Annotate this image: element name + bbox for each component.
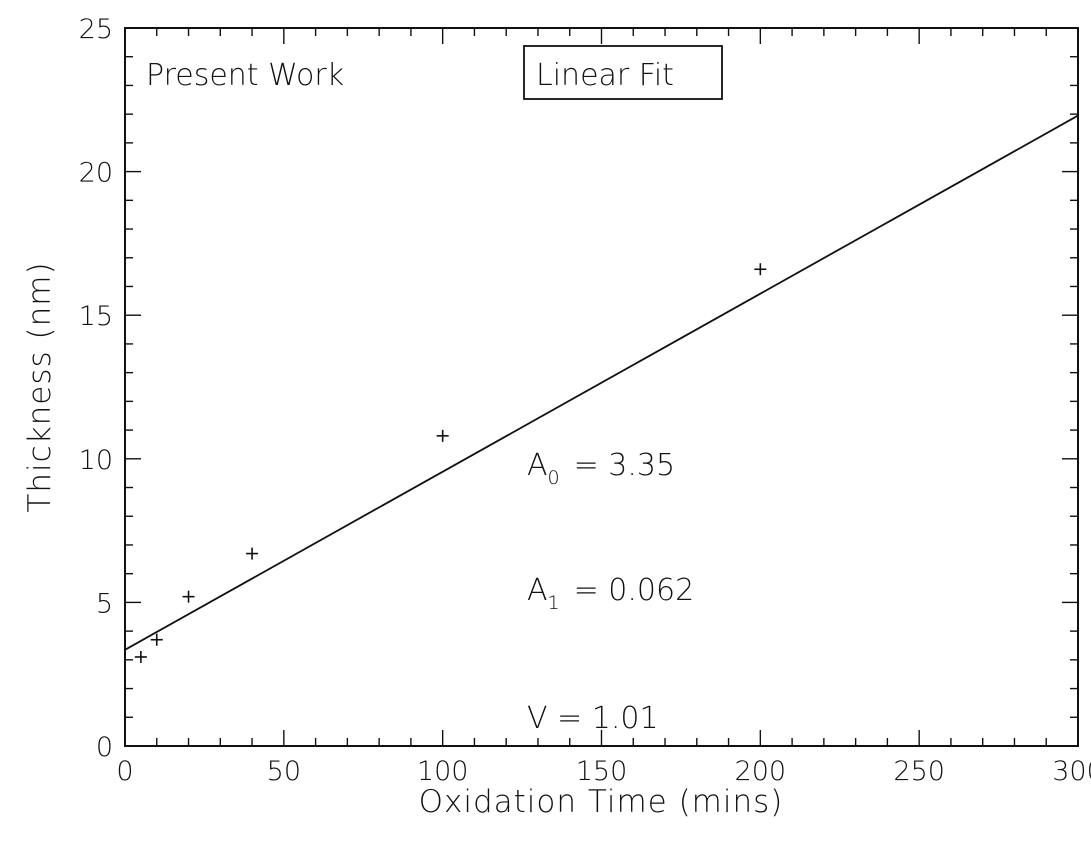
annotation-v: V = 1.01: [527, 701, 659, 736]
data-point: [436, 429, 449, 442]
data-point: [754, 263, 767, 276]
data-point: [182, 590, 195, 603]
annotation-a1: A1 = 0.062: [527, 573, 694, 614]
annotation-a0: A0 = 3.35: [527, 448, 675, 489]
y-tick-label: 10: [79, 445, 113, 476]
x-tick-label: 50: [267, 756, 301, 787]
x-tick-label: 100: [417, 756, 469, 787]
y-tick-label: 15: [79, 301, 113, 332]
y-tick-label: 0: [96, 732, 113, 763]
x-tick-label: 200: [735, 756, 787, 787]
tick-labels: 0 50 100 150 200 250 300 0 5 10 15 20 25: [79, 14, 1091, 787]
data-points: [134, 263, 767, 663]
x-tick-label: 150: [576, 756, 628, 787]
data-point: [134, 650, 147, 663]
linear-fit-line: [124, 114, 1079, 651]
legend-box: [523, 45, 723, 100]
y-tick-label: 25: [79, 14, 113, 45]
x-axis-title: Oxidation Time (mins): [419, 784, 784, 820]
data-point: [246, 547, 259, 560]
y-tick-label: 20: [79, 158, 113, 189]
x-tick-label: 250: [893, 756, 945, 787]
legend-linear-fit: Linear Fit: [536, 58, 674, 93]
fit-line-group: [124, 114, 1079, 651]
x-tick-label: 0: [116, 756, 133, 787]
plot-frame: [124, 27, 1079, 747]
y-axis-title: Thickness (nm): [22, 261, 58, 512]
data-point: [150, 633, 163, 646]
x-tick-label: 300: [1052, 756, 1091, 787]
axis-ticks: [124, 27, 1079, 747]
y-tick-label: 5: [96, 588, 113, 619]
series-label-present-work: Present Work: [146, 58, 344, 93]
